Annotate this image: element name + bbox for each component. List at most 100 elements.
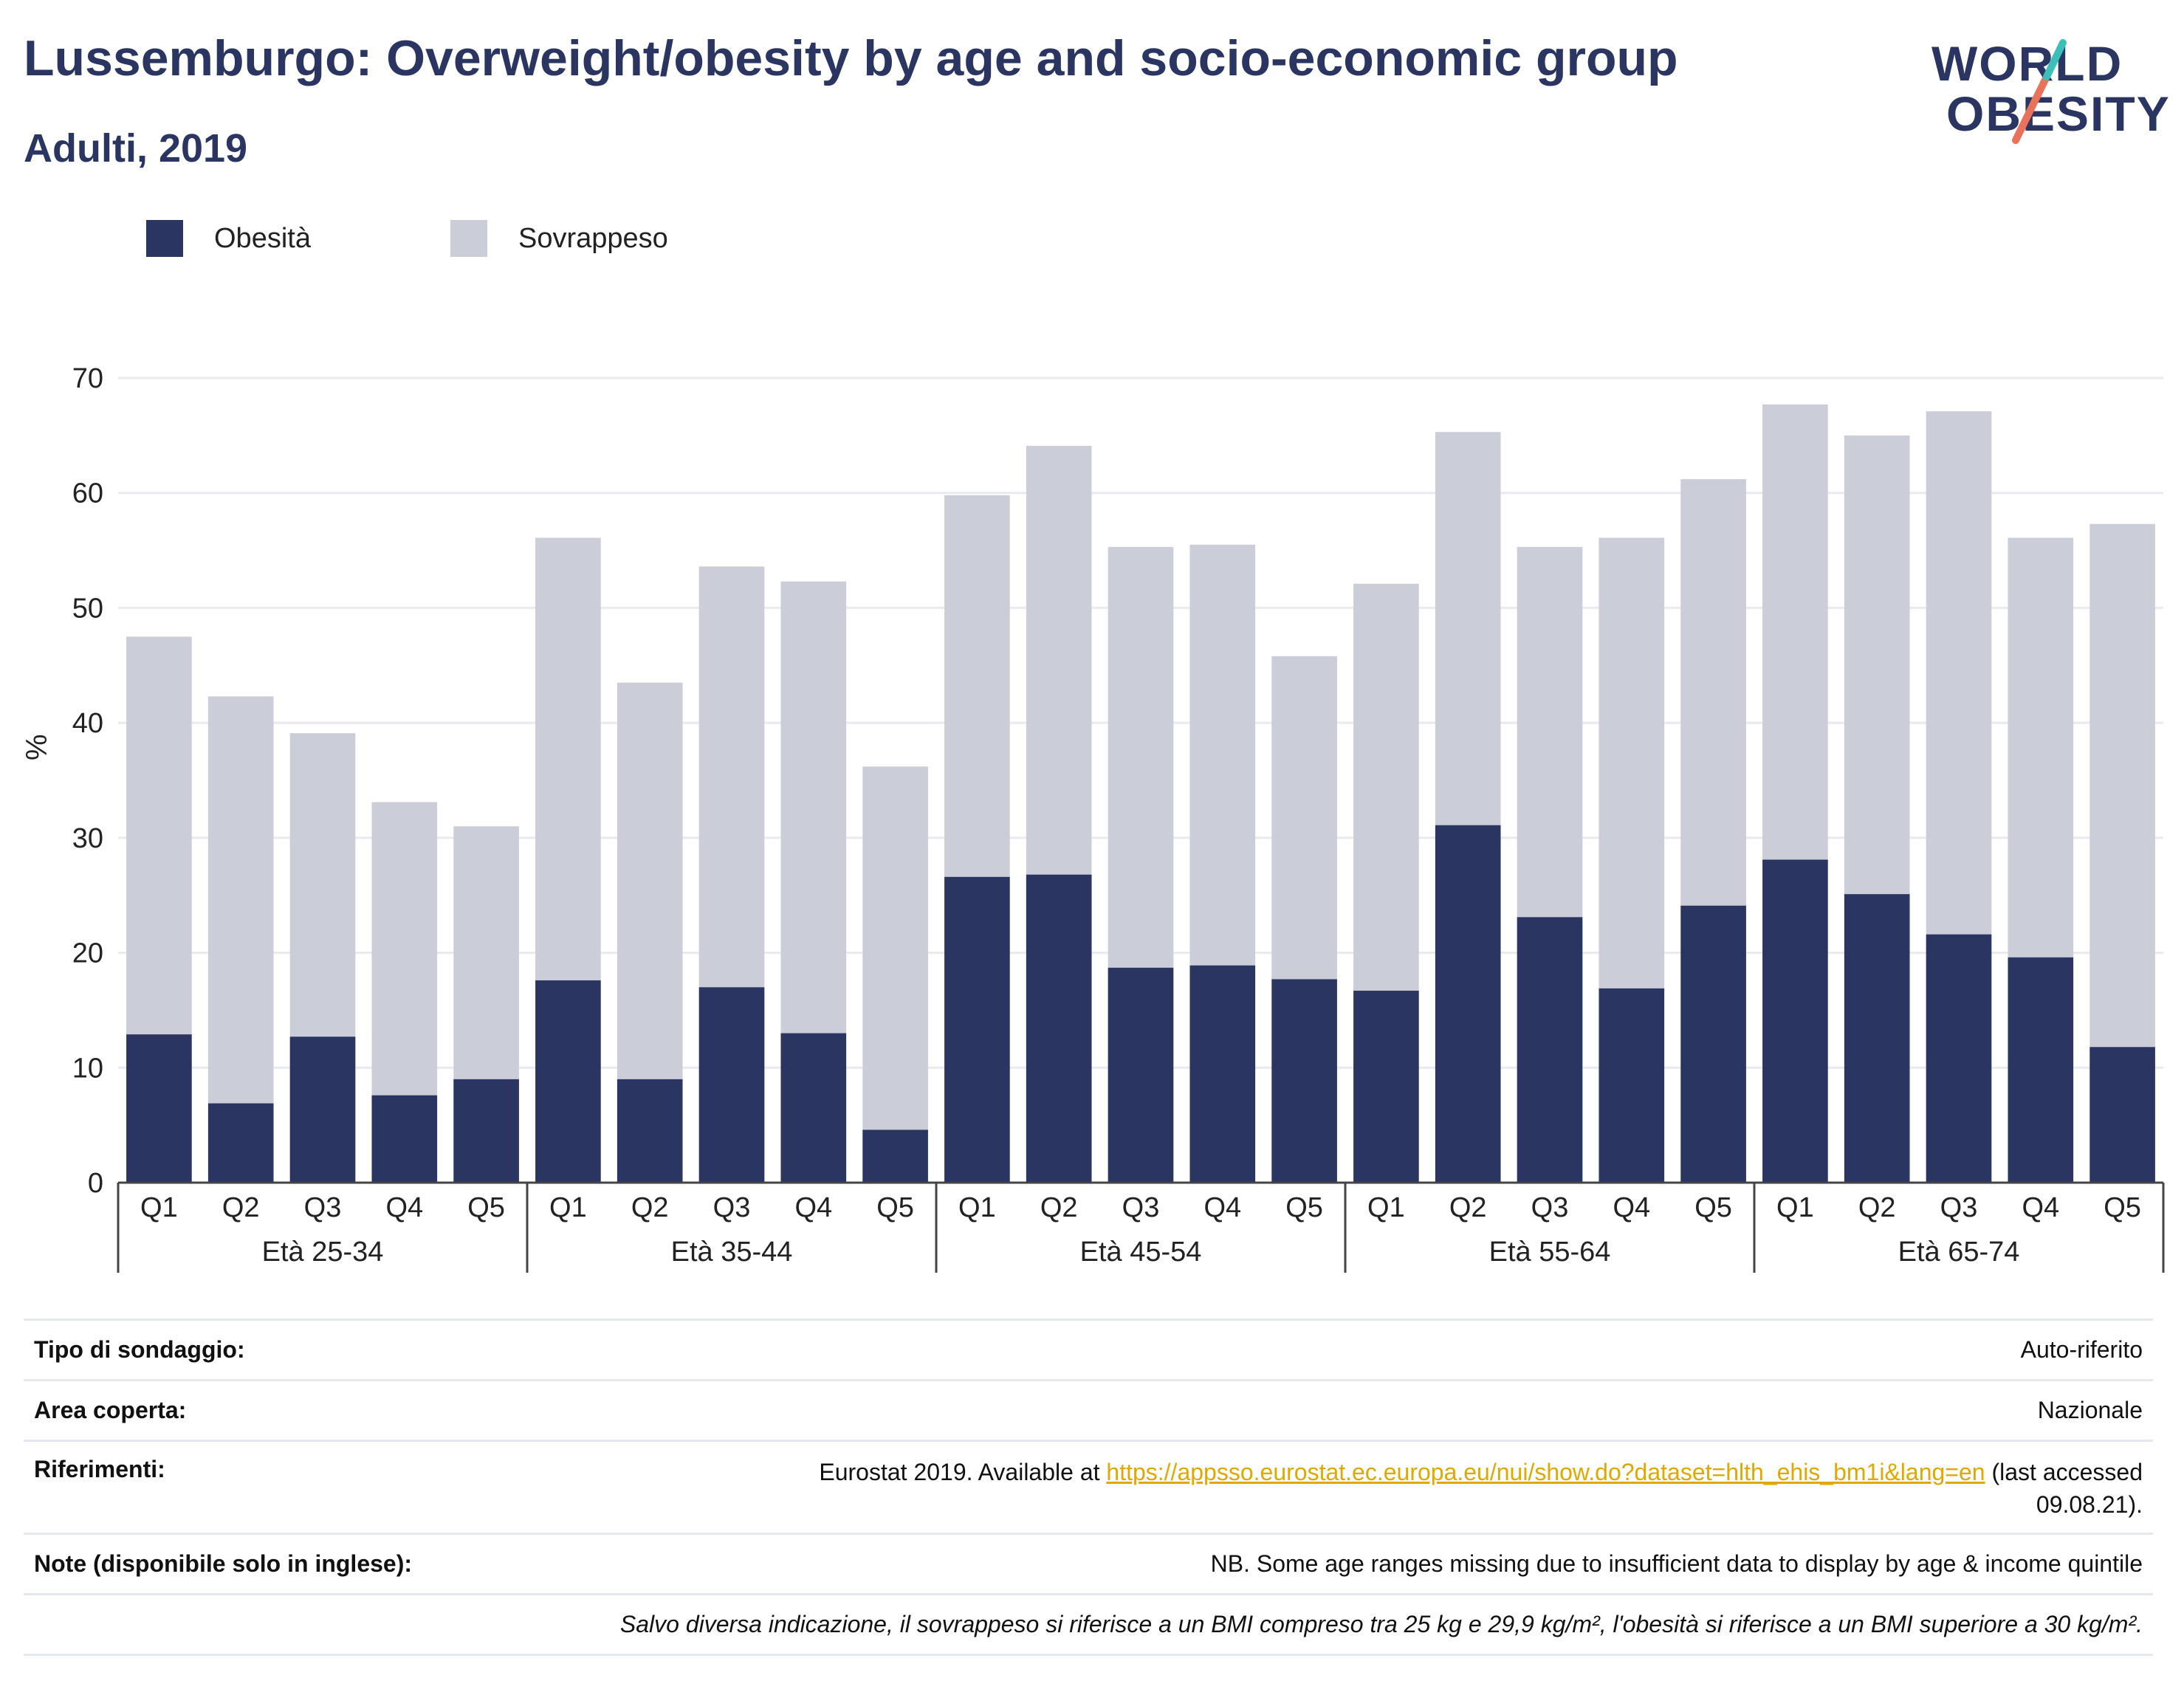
legend-label-overweight: Sovrappeso: [518, 223, 668, 254]
bar-obesity: [2089, 1047, 2155, 1183]
y-tick-label: 10: [72, 1053, 103, 1084]
bar-overweight: [371, 802, 438, 1096]
bar-obesity: [535, 980, 601, 1183]
chart-subtitle: Adulti, 2019: [24, 126, 248, 171]
x-tick-label: Q5: [1694, 1192, 1732, 1223]
bar-obesity: [126, 1034, 192, 1183]
bar-obesity: [371, 1095, 438, 1183]
x-group-label: Età 25-34: [262, 1237, 384, 1268]
info-row-references: Riferimenti: Eurostat 2019. Available at…: [24, 1440, 2153, 1535]
bar-overweight: [207, 696, 274, 1104]
y-tick-label: 0: [88, 1168, 103, 1199]
x-tick-label: Q2: [1449, 1192, 1487, 1223]
x-group-label: Età 45-54: [1080, 1237, 1202, 1268]
info-row-survey-type: Tipo di sondaggio: Auto-riferito: [24, 1318, 2153, 1381]
bar-overweight: [1926, 411, 1992, 935]
bar-obesity: [780, 1033, 847, 1183]
x-group-label: Età 65-74: [1898, 1237, 2020, 1268]
bar-obesity: [2008, 957, 2074, 1183]
x-tick-label: Q4: [2022, 1192, 2059, 1223]
x-tick-label: Q1: [958, 1192, 996, 1223]
bar-overweight: [1680, 479, 1746, 906]
bar-obesity: [1844, 894, 1910, 1183]
info-value-references: Eurostat 2019. Available at https://apps…: [819, 1456, 2143, 1521]
bar-obesity: [1435, 825, 1501, 1183]
x-tick-label: Q2: [1858, 1192, 1896, 1223]
bar-overweight: [126, 636, 192, 1035]
x-tick-label: Q4: [794, 1192, 832, 1223]
legend-label-obesity: Obesità: [214, 223, 311, 254]
bar-overweight: [289, 733, 356, 1037]
bar-overweight: [1844, 435, 1910, 895]
x-tick-label: Q4: [1613, 1192, 1650, 1223]
bar-overweight: [535, 537, 601, 980]
x-tick-label: Q4: [1203, 1192, 1241, 1223]
info-row-area: Area coperta: Nazionale: [24, 1379, 2153, 1442]
bar-overweight: [1435, 432, 1501, 825]
x-group-label: Età 55-64: [1489, 1237, 1611, 1268]
bar-overweight: [698, 566, 765, 988]
bar-overweight: [1598, 537, 1665, 989]
bar-obesity: [1762, 859, 1828, 1183]
x-tick-label: Q5: [2104, 1192, 2141, 1223]
bar-overweight: [1517, 546, 1583, 918]
logo-word-obesity: OBESITY: [1946, 86, 2171, 141]
bar-overweight: [453, 826, 519, 1079]
bar-obesity: [1189, 965, 1256, 1183]
chart-title: Lussemburgo: Overweight/obesity by age a…: [24, 30, 1678, 86]
x-tick-label: Q4: [385, 1192, 423, 1223]
bar-overweight: [780, 581, 847, 1034]
info-row-notes: Note (disponibile solo in inglese): NB. …: [24, 1533, 2153, 1595]
x-tick-label: Q2: [1040, 1192, 1078, 1223]
info-row-footnote: Salvo diversa indicazione, il sovrappeso…: [24, 1593, 2153, 1656]
info-value-notes: NB. Some age ranges missing due to insuf…: [1210, 1550, 2143, 1577]
y-tick-label: 50: [72, 593, 103, 624]
bar-overweight: [862, 766, 928, 1130]
x-tick-label: Q2: [631, 1192, 669, 1223]
y-tick-label: 20: [72, 938, 103, 969]
bar-overweight: [1026, 445, 1092, 875]
legend-swatch-obesity: [146, 220, 183, 257]
bar-obesity: [1271, 979, 1337, 1183]
info-label-survey-type: Tipo di sondaggio:: [34, 1336, 245, 1363]
bar-obesity: [453, 1079, 519, 1183]
bar-obesity: [698, 987, 765, 1183]
bar-overweight: [1271, 656, 1337, 980]
bar-overweight: [2089, 523, 2155, 1048]
bar-obesity: [207, 1103, 274, 1183]
y-tick-label: 60: [72, 478, 103, 509]
bar-overweight: [1108, 546, 1174, 968]
y-tick-label: 30: [72, 823, 103, 854]
logo-slash-icon: [2012, 39, 2067, 144]
info-label-references: Riferimenti:: [34, 1456, 165, 1482]
y-tick-label: 40: [72, 708, 103, 739]
x-tick-label: Q2: [222, 1192, 260, 1223]
bar-obesity: [617, 1079, 683, 1183]
x-tick-label: Q3: [1531, 1192, 1569, 1223]
logo-word-world: WORLD: [1931, 36, 2123, 91]
bar-obesity: [1026, 874, 1092, 1183]
info-label-area: Area coperta:: [34, 1397, 187, 1423]
bar-obesity: [862, 1130, 928, 1183]
bar-overweight: [617, 682, 683, 1079]
references-date: 09.08.21).: [2036, 1491, 2143, 1518]
legend-swatch-overweight: [450, 220, 487, 257]
info-footnote: Salvo diversa indicazione, il sovrappeso…: [619, 1611, 2143, 1637]
x-tick-label: Q1: [1367, 1192, 1405, 1223]
x-tick-label: Q3: [713, 1192, 751, 1223]
bar-obesity: [1598, 988, 1665, 1183]
references-link[interactable]: https://appsso.eurostat.ec.europa.eu/nui…: [1106, 1459, 1985, 1485]
bar-obesity: [944, 876, 1010, 1183]
x-tick-label: Q3: [1122, 1192, 1160, 1223]
x-group-label: Età 35-44: [671, 1237, 793, 1268]
bar-overweight: [2008, 537, 2074, 957]
bar-overweight: [1762, 404, 1828, 860]
x-tick-label: Q5: [1285, 1192, 1323, 1223]
y-tick-label: 70: [72, 363, 103, 394]
bar-obesity: [1353, 990, 1419, 1183]
x-tick-label: Q3: [1940, 1192, 1978, 1223]
references-prefix: Eurostat 2019. Available at: [819, 1459, 1107, 1485]
x-tick-label: Q1: [549, 1192, 587, 1223]
bar-obesity: [1517, 917, 1583, 1183]
bar-overweight: [1189, 544, 1256, 966]
